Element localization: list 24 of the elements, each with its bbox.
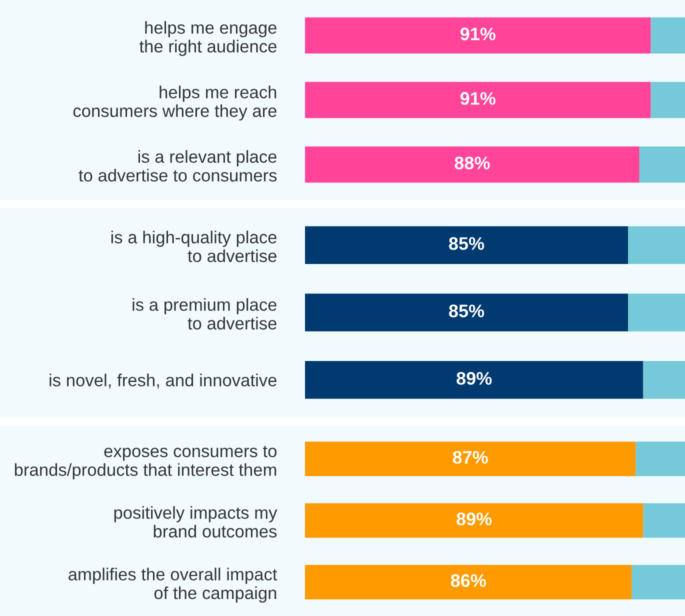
y-tick-label: is a premium place to advertise — [132, 298, 276, 330]
data-label: 89% — [456, 372, 492, 385]
y-tick-label: exposes consumers to brands/products that interest them — [14, 446, 277, 480]
bar — [636, 442, 685, 476]
y-tick-label: amplifies the overall impact of the campaign — [68, 568, 278, 603]
y-tick-label: helps me reach consumers where they are — [73, 86, 276, 120]
y-tick-label: is a relevant place to advertise to consumers — [78, 150, 277, 182]
data-label: 85% — [449, 304, 484, 318]
bar — [632, 564, 685, 600]
bar — [305, 564, 632, 600]
data-label: 91% — [460, 92, 496, 105]
data-label: 88% — [454, 156, 490, 170]
y-tick-label: is a high-quality place to advertise — [111, 230, 276, 262]
y-tick-label: helps me engage the right audience — [139, 21, 276, 56]
bar — [305, 442, 636, 476]
data-label: 89% — [456, 512, 492, 526]
y-tick-label: is novel, fresh, and innovative — [50, 374, 276, 388]
bar — [305, 503, 644, 538]
data-label: 86% — [450, 574, 486, 587]
y-tick-label: positively impacts my brand outcomes — [114, 506, 278, 538]
data-label: 87% — [452, 450, 488, 464]
data-label: 85% — [449, 237, 484, 250]
bar — [643, 503, 685, 538]
data-label: 91% — [460, 28, 496, 40]
